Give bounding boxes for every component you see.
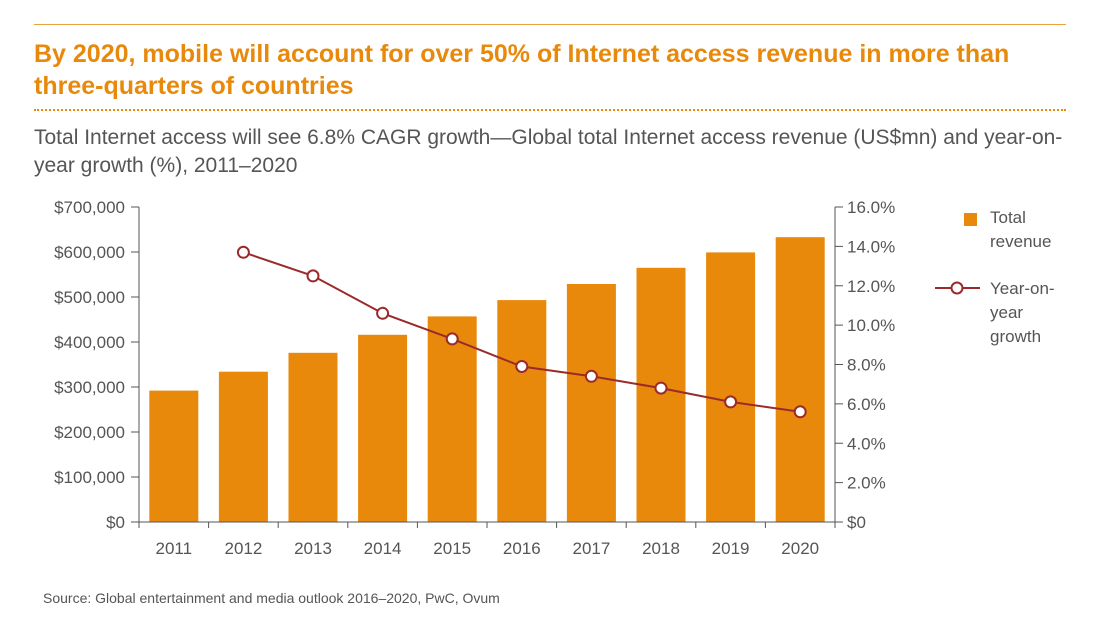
x-tick-label: 2015 bbox=[433, 539, 471, 558]
right-tick-label: 4.0% bbox=[847, 434, 886, 453]
x-tick-label: 2020 bbox=[781, 539, 819, 558]
dotted-divider bbox=[34, 109, 1066, 111]
left-tick-label: $300,000 bbox=[54, 378, 125, 397]
x-tick-label: 2019 bbox=[712, 539, 750, 558]
bar-2019 bbox=[706, 252, 756, 522]
left-tick-label: $200,000 bbox=[54, 423, 125, 442]
right-tick-label: 16.0% bbox=[847, 198, 895, 217]
bar-2013 bbox=[288, 352, 338, 522]
growth-point-2017 bbox=[584, 369, 598, 383]
growth-point-2014 bbox=[376, 306, 390, 320]
right-tick-label: 8.0% bbox=[847, 356, 886, 375]
legend-marker-swatch bbox=[950, 281, 964, 295]
growth-point-2013 bbox=[306, 269, 320, 283]
top-rule bbox=[34, 24, 1066, 25]
left-tick-label: $400,000 bbox=[54, 333, 125, 352]
growth-point-2015 bbox=[445, 332, 459, 346]
legend-bar-swatch bbox=[964, 213, 977, 226]
legend-label-growth: year bbox=[990, 303, 1023, 322]
legend-label-revenue: revenue bbox=[990, 232, 1051, 251]
legend-label-growth: Year-on- bbox=[990, 279, 1055, 298]
left-tick-label: $0 bbox=[106, 513, 125, 532]
bar-2012 bbox=[218, 371, 268, 522]
left-tick-label: $700,000 bbox=[54, 198, 125, 217]
left-tick-label: $100,000 bbox=[54, 468, 125, 487]
growth-point-2019 bbox=[724, 395, 738, 409]
x-tick-label: 2013 bbox=[294, 539, 332, 558]
bar-2020 bbox=[775, 237, 825, 522]
right-tick-label: $0 bbox=[847, 513, 866, 532]
legend-label-growth: growth bbox=[990, 327, 1041, 346]
legend-label-revenue: Total bbox=[990, 208, 1026, 227]
x-tick-label: 2012 bbox=[224, 539, 262, 558]
growth-point-2012 bbox=[236, 245, 250, 259]
bar-2015 bbox=[427, 316, 477, 522]
bar-2018 bbox=[636, 267, 686, 523]
x-tick-label: 2014 bbox=[364, 539, 402, 558]
bar-2014 bbox=[358, 334, 408, 522]
bar-2011 bbox=[149, 390, 199, 522]
chart-subtitle: Total Internet access will see 6.8% CAGR… bbox=[34, 126, 1063, 177]
growth-point-2016 bbox=[515, 360, 529, 373]
bar-2017 bbox=[566, 284, 616, 522]
left-tick-label: $600,000 bbox=[54, 243, 125, 262]
right-tick-label: 12.0% bbox=[847, 277, 895, 296]
right-tick-label: 2.0% bbox=[847, 474, 886, 493]
growth-point-2020 bbox=[793, 405, 807, 419]
right-tick-label: 10.0% bbox=[847, 316, 895, 335]
growth-point-2018 bbox=[654, 381, 668, 395]
x-tick-label: 2017 bbox=[572, 539, 610, 558]
chart-title: By 2020, mobile will account for over 50… bbox=[34, 40, 1010, 100]
x-tick-label: 2018 bbox=[642, 539, 680, 558]
x-tick-label: 2016 bbox=[503, 539, 541, 558]
bar-2016 bbox=[497, 300, 547, 522]
right-tick-label: 14.0% bbox=[847, 237, 895, 256]
source-note: Source: Global entertainment and media o… bbox=[43, 590, 500, 606]
right-tick-label: 6.0% bbox=[847, 395, 886, 414]
left-tick-label: $500,000 bbox=[54, 288, 125, 307]
x-tick-label: 2011 bbox=[156, 539, 193, 558]
